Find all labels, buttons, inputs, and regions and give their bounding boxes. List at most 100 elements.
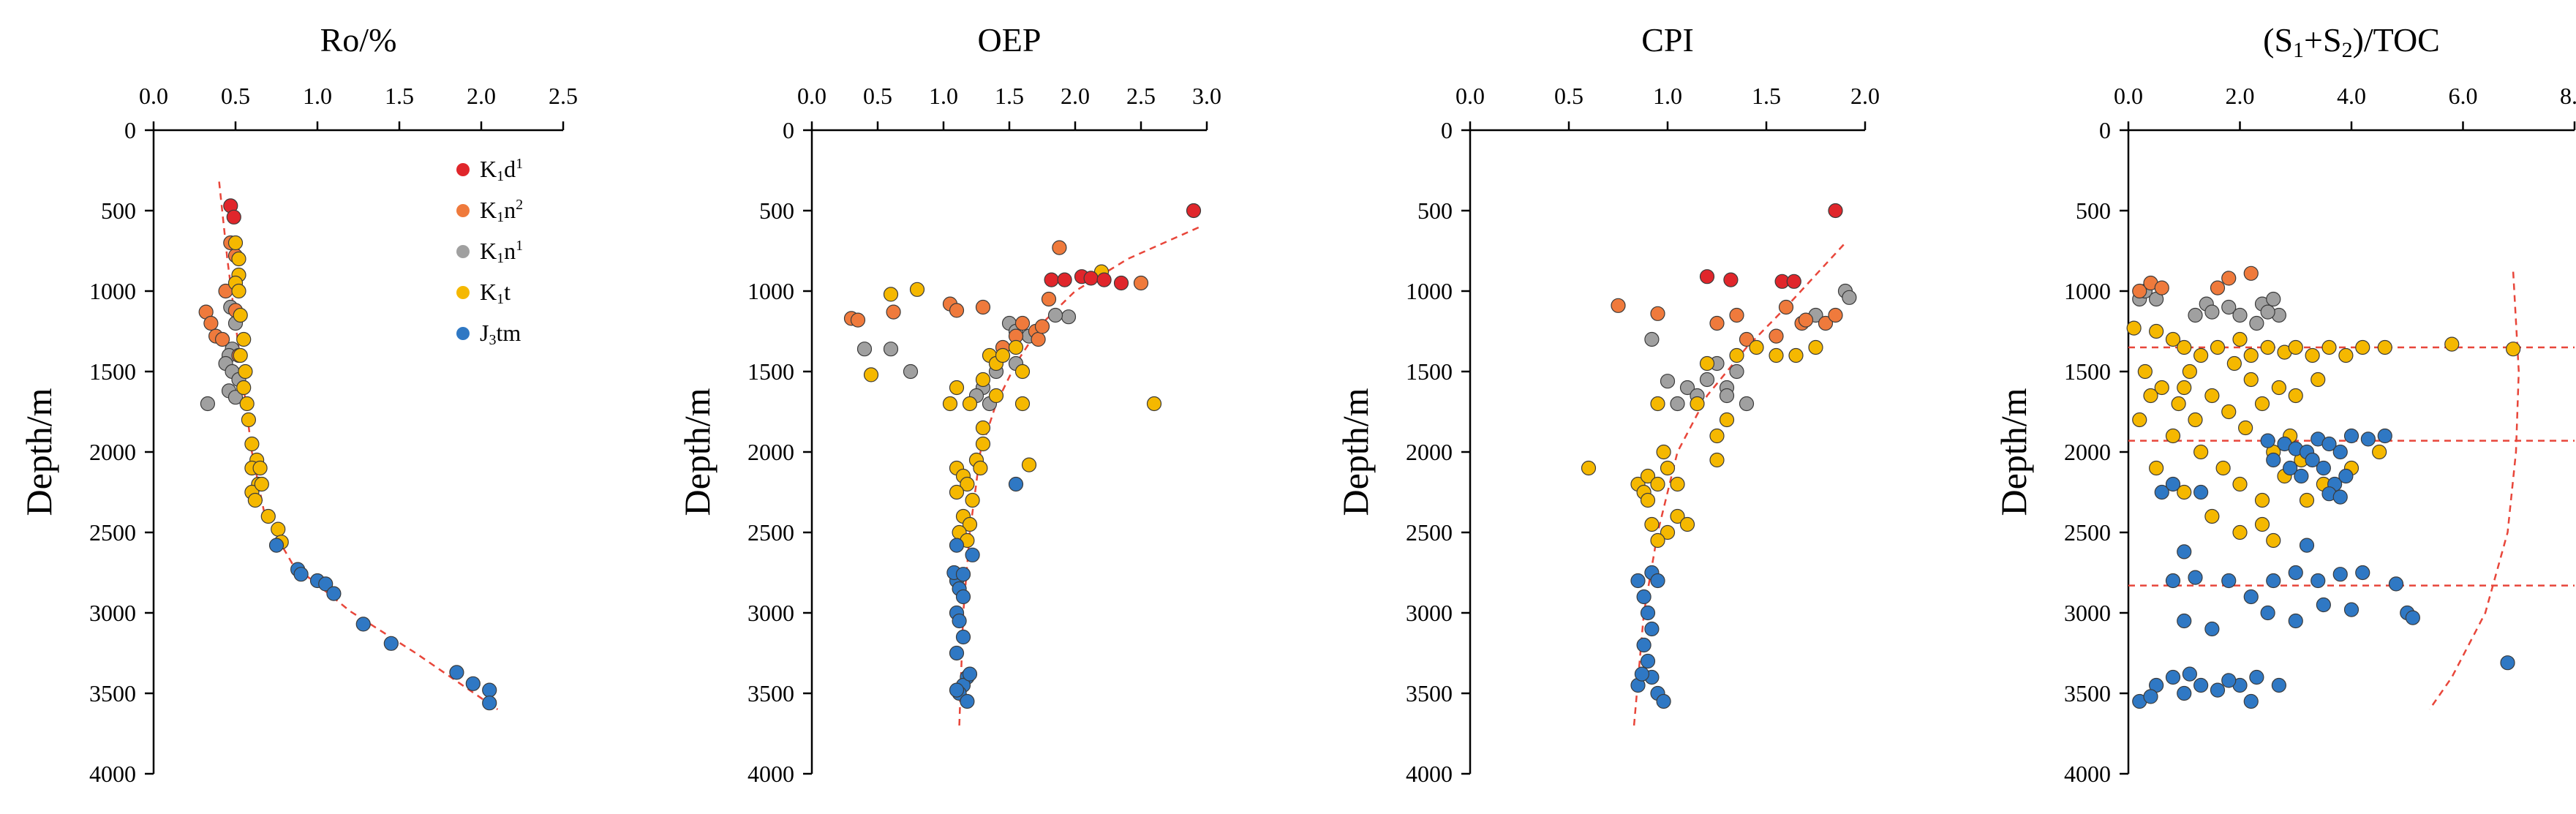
- data-point-k1n2: [2132, 283, 2147, 299]
- data-point-k1t: [863, 367, 879, 382]
- data-point-k1t: [1690, 396, 1705, 412]
- y-tick-label: 3000: [747, 600, 794, 626]
- data-point-j3tm: [2188, 570, 2203, 585]
- data-point-j3tm: [2165, 476, 2181, 492]
- data-point-j3tm: [2177, 544, 2192, 559]
- data-point-j3tm: [449, 665, 464, 680]
- data-point-j3tm: [2143, 689, 2158, 704]
- data-point-j3tm: [383, 636, 399, 651]
- y-tick-label: 1000: [89, 278, 136, 304]
- chart-title-part: +S: [2304, 21, 2342, 59]
- data-point-k1t: [241, 412, 257, 428]
- data-point-k1t: [1749, 339, 1764, 355]
- data-point-k1t: [2149, 323, 2164, 339]
- data-point-j3tm: [2332, 489, 2348, 505]
- x-tick-label: 2.5: [1126, 83, 1156, 109]
- y-tick-label: 4000: [2064, 761, 2111, 787]
- data-point-j3tm: [2343, 602, 2360, 617]
- data-point-k1n1: [856, 342, 873, 357]
- data-point-j3tm: [2288, 613, 2303, 629]
- x-tick-label: 0.5: [221, 83, 250, 109]
- legend-label-superscript: 1: [516, 238, 523, 254]
- data-point-j3tm: [482, 696, 497, 711]
- data-point-j3tm: [2338, 468, 2354, 484]
- data-point-k1t: [233, 307, 248, 323]
- data-point-k1n1: [2188, 307, 2203, 323]
- data-point-k1t: [2226, 355, 2242, 372]
- data-point-j3tm: [1636, 637, 1652, 653]
- data-point-k1t: [2232, 331, 2248, 347]
- y-axis-title: Depth/m: [1993, 388, 2034, 516]
- trend-line: [958, 225, 1201, 726]
- data-point-k1t: [2232, 476, 2248, 492]
- data-point-k1t: [1656, 444, 1671, 460]
- data-point-j3tm: [955, 629, 971, 645]
- legend-label-superscript: 1: [516, 156, 523, 172]
- data-point-k1n2: [1818, 315, 1834, 331]
- legend-label-subscript: 1: [497, 250, 504, 266]
- data-point-k1t: [2372, 444, 2387, 460]
- data-point-j3tm: [2294, 468, 2309, 484]
- legend-label-part: tm: [496, 320, 521, 346]
- data-point-k1t: [995, 347, 1011, 363]
- data-point-k1t: [2243, 347, 2259, 363]
- data-point-k1t: [962, 516, 978, 532]
- data-point-k1n2: [214, 331, 230, 347]
- data-point-k1t: [909, 282, 925, 297]
- data-point-k1t: [2204, 388, 2220, 404]
- data-point-k1t: [975, 436, 991, 452]
- data-point-k1t: [271, 521, 286, 537]
- x-tick-label: 6.0: [2449, 83, 2478, 109]
- data-point-k1n2: [886, 304, 901, 320]
- data-point-k1n2: [1739, 331, 1755, 347]
- legend-marker: [456, 327, 470, 340]
- data-point-k1t: [2444, 336, 2460, 352]
- data-point-k1t: [227, 235, 244, 251]
- data-point-k1n2: [1031, 331, 1046, 347]
- data-point-k1t: [1014, 396, 1031, 412]
- data-point-k1n1: [1699, 372, 1715, 388]
- x-tick-label: 2.0: [467, 83, 496, 109]
- data-point-k1t: [247, 492, 263, 508]
- trend-line: [218, 181, 499, 711]
- data-point-k1d1: [1786, 274, 1801, 289]
- data-point-k1n1: [1842, 290, 1857, 305]
- data-point-k1t: [2143, 388, 2158, 404]
- data-point-k1t: [1146, 396, 1162, 412]
- chart-panel-4: (S1+S2)/TOC 0.0 2.0 4.0 6.0 8.0 0 500 1000 1500 20…: [1993, 21, 2576, 787]
- data-point-k1t: [2288, 388, 2303, 404]
- data-point-k1t: [1650, 532, 1665, 549]
- data-point-j3tm: [2271, 677, 2286, 693]
- data-point-k1t: [2288, 339, 2303, 355]
- data-point-k1t: [2254, 492, 2270, 508]
- data-point-k1t: [239, 396, 255, 412]
- data-point-k1t: [960, 476, 975, 492]
- data-point-j3tm: [2243, 589, 2259, 605]
- data-point-j3tm: [1636, 589, 1652, 605]
- legend-label-superscript: 2: [516, 197, 523, 213]
- data-point-j3tm: [355, 617, 371, 632]
- data-point-j3tm: [2249, 669, 2264, 685]
- data-point-j3tm: [1640, 605, 1656, 621]
- y-tick-label: 2000: [89, 439, 136, 465]
- y-tick-label: 3000: [89, 600, 136, 626]
- data-point-k1t: [2193, 444, 2209, 460]
- legend-label-subscript: 3: [489, 332, 496, 348]
- data-point-k1t: [1640, 492, 1656, 508]
- data-point-j3tm: [2355, 565, 2370, 581]
- legend-label-part: K: [480, 279, 497, 305]
- data-point-k1n2: [1729, 307, 1744, 323]
- y-axis-title: Depth/m: [677, 388, 718, 516]
- data-point-k1t: [2254, 396, 2270, 412]
- data-point-k1t: [254, 476, 269, 492]
- data-point-k1t: [1650, 476, 1665, 492]
- x-tick-label: 1.0: [1653, 83, 1682, 109]
- data-point-j3tm: [2305, 452, 2320, 468]
- data-point-k1n2: [1709, 315, 1725, 331]
- data-point-j3tm: [1640, 653, 1656, 669]
- data-point-k1n2: [1828, 307, 1843, 323]
- data-point-k1d1: [1057, 272, 1072, 287]
- chart-title: OEP: [978, 21, 1042, 59]
- chart-panel-1: Ro/% 0.0 0.5 1.0 1.5 2.0 2.5 0 500 1000 1500 2000 25…: [18, 21, 578, 787]
- data-point-k1t: [2132, 412, 2147, 428]
